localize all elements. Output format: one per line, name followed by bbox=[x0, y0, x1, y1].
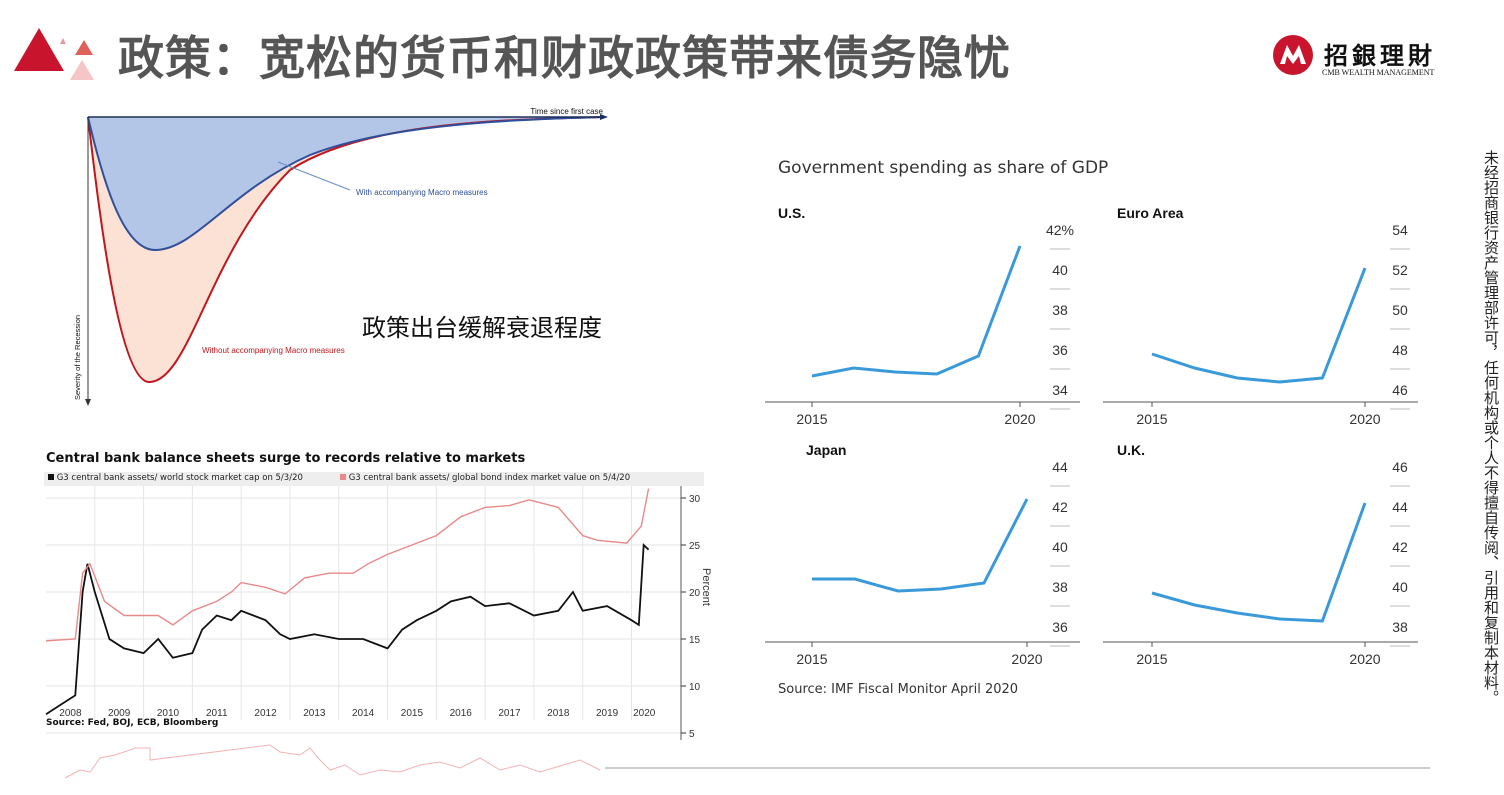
x-tick-label: 2015 bbox=[1136, 411, 1167, 427]
x-tick-label: 2015 bbox=[796, 411, 827, 427]
y-tick-label: 25 bbox=[689, 541, 701, 552]
x-tick-label: 2009 bbox=[108, 708, 131, 719]
x-tick-label: 2020 bbox=[1349, 651, 1380, 667]
with-area bbox=[88, 117, 605, 250]
x-tick-label: 2013 bbox=[303, 708, 326, 719]
x-tick-label: 2020 bbox=[1011, 651, 1042, 667]
with-measures-label: With accompanying Macro measures bbox=[356, 188, 488, 197]
with-curve bbox=[87, 116, 606, 252]
y-tick-label: 40 bbox=[1392, 579, 1408, 595]
y-axis-label: Percent bbox=[700, 568, 712, 606]
cb-chart-title: Central bank balance sheets surge to rec… bbox=[46, 451, 526, 466]
x-axis-arrow-icon bbox=[600, 114, 608, 120]
y-tick-label: 44 bbox=[1392, 499, 1408, 515]
spending-line bbox=[811, 245, 1022, 378]
x-tick-label: 2019 bbox=[596, 708, 619, 719]
page-title: 政策：宽松的货币和财政政策带来债务隐忧 bbox=[118, 31, 1011, 85]
logo-subtext: CMB WEALTH MANAGEMENT bbox=[1322, 68, 1435, 77]
gs-chart-title: Government spending as share of GDP bbox=[778, 158, 1109, 178]
y-tick-label: 54 bbox=[1392, 222, 1408, 238]
cmb-logo-icon bbox=[1273, 35, 1313, 75]
series-line-0 bbox=[45, 542, 650, 715]
spending-line bbox=[1151, 267, 1367, 384]
x-tick-label: 2015 bbox=[1136, 651, 1167, 667]
y-tick-label: 15 bbox=[689, 635, 701, 646]
y-tick-label: 5 bbox=[689, 729, 695, 740]
x-tick-label: 2008 bbox=[59, 708, 82, 719]
x-tick-label: 2018 bbox=[547, 708, 570, 719]
series-line-1 bbox=[45, 488, 650, 642]
y-tick-label: 30 bbox=[689, 494, 701, 505]
x-tick-label: 2020 bbox=[1349, 411, 1380, 427]
spending-line bbox=[1151, 502, 1367, 623]
y-tick-label: 40 bbox=[1052, 539, 1068, 555]
x-tick-label: 2011 bbox=[206, 708, 228, 719]
gs-charts: U.S. 42% 40 38 36 34 2015 2020 Euro Area 54 52 50 48… bbox=[765, 205, 1418, 667]
skyline-decoration bbox=[64, 744, 1430, 779]
y-tick-label: 44 bbox=[1052, 459, 1068, 475]
spending-line bbox=[812, 498, 1029, 593]
y-tick-label: 38 bbox=[1052, 302, 1068, 318]
y-axis-label: Severity of the Recession bbox=[73, 315, 82, 400]
panel-title: U.S. bbox=[778, 205, 805, 221]
recession-diagram: Time since first case With accompanying … bbox=[73, 107, 608, 406]
panel-title: Euro Area bbox=[1117, 205, 1184, 221]
y-tick-label: 46 bbox=[1392, 382, 1408, 398]
diagram-caption: 政策出台缓解衰退程度 bbox=[362, 314, 602, 342]
y-tick-label: 46 bbox=[1392, 459, 1408, 475]
watermark: 未经招商银行资产管理部许可，任何机构或个人不得擅自传阅、引用和复制本材料。 bbox=[1482, 150, 1500, 705]
cb-chart: 5 10 15 20 25 30 Percent 2008 2009 2010 2011 2012 20… bbox=[45, 486, 712, 740]
x-tick-label: 2014 bbox=[352, 708, 375, 719]
x-tick-label: 2010 bbox=[157, 708, 180, 719]
x-tick-label: 2017 bbox=[498, 708, 521, 719]
x-tick-label: 2012 bbox=[254, 708, 277, 719]
y-tick-label: 48 bbox=[1392, 342, 1408, 358]
y-tick-label: 38 bbox=[1392, 619, 1408, 635]
y-tick-label: 42% bbox=[1046, 222, 1074, 238]
y-tick-label: 10 bbox=[689, 682, 701, 693]
panel-title: U.K. bbox=[1117, 442, 1145, 458]
y-tick-label: 42 bbox=[1392, 539, 1408, 555]
y-tick-label: 34 bbox=[1052, 382, 1068, 398]
legend-label: G3 central bank assets/ world stock mark… bbox=[56, 473, 303, 483]
y-tick-label: 20 bbox=[689, 588, 701, 599]
y-axis-arrow-icon bbox=[85, 399, 91, 406]
x-tick-label: 2020 bbox=[1004, 411, 1035, 427]
legend-swatch-red bbox=[340, 474, 346, 480]
logo-text: 招銀理財 bbox=[1324, 41, 1436, 70]
y-tick-label: 50 bbox=[1392, 302, 1408, 318]
legend-swatch-black bbox=[48, 474, 54, 480]
y-tick-label: 42 bbox=[1052, 499, 1068, 515]
panel-title: Japan bbox=[806, 442, 846, 458]
cb-source: Source: Fed, BOJ, ECB, Bloomberg bbox=[46, 718, 219, 728]
triangles-logo-icon bbox=[14, 28, 94, 80]
y-tick-label: 52 bbox=[1392, 262, 1408, 278]
x-axis-label: Time since first case bbox=[530, 107, 603, 116]
y-tick-label: 40 bbox=[1052, 262, 1068, 278]
gs-source: Source: IMF Fiscal Monitor April 2020 bbox=[778, 682, 1019, 697]
x-tick-label: 2020 bbox=[633, 708, 656, 719]
x-tick-label: 2016 bbox=[450, 708, 473, 719]
x-tick-label: 2015 bbox=[401, 708, 424, 719]
cb-legend: G3 central bank assets/ world stock mark… bbox=[44, 472, 704, 486]
y-tick-label: 36 bbox=[1052, 619, 1068, 635]
x-tick-label: 2015 bbox=[796, 651, 827, 667]
legend-label: G3 central bank assets/ global bond inde… bbox=[348, 473, 631, 483]
y-tick-label: 38 bbox=[1052, 579, 1068, 595]
y-tick-label: 36 bbox=[1052, 342, 1068, 358]
annotation-arrow bbox=[277, 161, 351, 191]
without-measures-label: Without accompanying Macro measures bbox=[202, 346, 345, 355]
